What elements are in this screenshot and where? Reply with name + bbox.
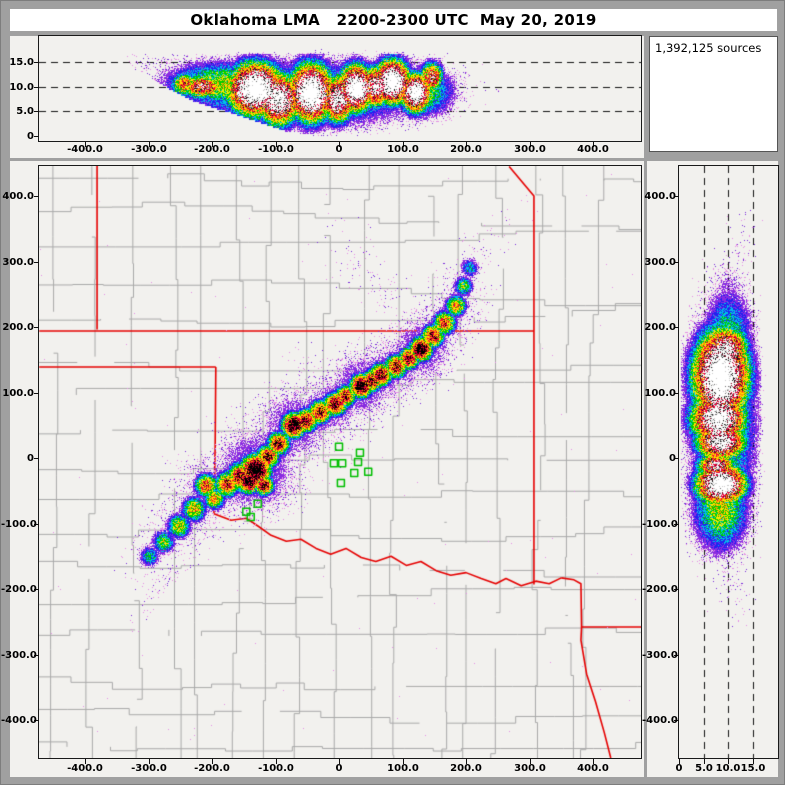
eastwest-tick-label: 100.0 (387, 144, 419, 155)
altitude-tick-label: 0 (675, 763, 683, 774)
axis-tick (753, 759, 754, 764)
sources-count-label: 1,392,125 sources (655, 41, 762, 55)
northsouth-tick-label: -300.0 (1, 650, 37, 661)
eastwest-tick-label: 400.0 (577, 763, 609, 774)
altitude-tick-label: 15.0 (9, 57, 34, 68)
northsouth-tick-label: -400.0 (642, 715, 678, 726)
axis-tick (85, 142, 86, 147)
axis-tick (466, 142, 467, 147)
altitude-tick-label: 5.0 (16, 106, 34, 117)
axis-tick (674, 196, 679, 197)
axis-tick (34, 458, 39, 459)
axis-tick (466, 759, 467, 764)
northsouth-tick-label: 0 (669, 453, 676, 464)
eastwest-tick-label: 0 (335, 144, 343, 155)
axis-tick (212, 142, 213, 147)
axis-tick (34, 111, 39, 112)
axis-tick (34, 262, 39, 263)
axis-tick (679, 759, 680, 764)
axis-tick (149, 759, 150, 764)
eastwest-tick-label: -100.0 (258, 144, 294, 155)
axis-tick (674, 589, 679, 590)
axis-tick (34, 589, 39, 590)
axis-tick (674, 655, 679, 656)
eastwest-tick-label: -300.0 (131, 144, 167, 155)
axis-tick (34, 655, 39, 656)
axis-tick (276, 759, 277, 764)
northsouth-tick-label: 0 (27, 453, 34, 464)
eastwest-tick-label: -100.0 (258, 763, 294, 774)
axis-tick (403, 142, 404, 147)
northsouth-tick-label: 300.0 (644, 257, 676, 268)
eastwest-tick-label: -400.0 (67, 144, 103, 155)
eastwest-tick-label: -300.0 (131, 763, 167, 774)
altitude-tick-label: 15.0 (740, 763, 766, 774)
axis-tick (34, 196, 39, 197)
axis-tick (34, 393, 39, 394)
altitude-tick-label: 5.0 (695, 763, 713, 774)
eastwest-tick-label: 100.0 (387, 763, 419, 774)
axis-tick (728, 759, 729, 764)
northsouth-tick-label: -200.0 (642, 584, 678, 595)
axis-tick (34, 327, 39, 328)
axis-tick (593, 759, 594, 764)
axis-tick (34, 136, 39, 137)
axis-tick (339, 142, 340, 147)
northsouth-tick-label: 200.0 (644, 322, 676, 333)
title-bar: Oklahoma LMA 2200-2300 UTC May 20, 2019 (10, 9, 777, 31)
altitude-tick-label: 10.0 (715, 763, 741, 774)
axis-tick (704, 759, 705, 764)
axis-tick (674, 458, 679, 459)
northsouth-tick-label: 400.0 (644, 191, 676, 202)
eastwest-tick-label: 300.0 (514, 144, 546, 155)
northsouth-tick-label: 100.0 (2, 388, 34, 399)
plot-title: Oklahoma LMA 2200-2300 UTC May 20, 2019 (190, 11, 597, 29)
northsouth-tick-label: -400.0 (1, 715, 37, 726)
northsouth-tick-label: 200.0 (2, 322, 34, 333)
altitude-vs-eastwest-plot (38, 35, 642, 142)
eastwest-tick-label: -200.0 (194, 763, 230, 774)
axis-tick (149, 142, 150, 147)
eastwest-tick-label: -200.0 (194, 144, 230, 155)
eastwest-tick-label: 200.0 (450, 763, 482, 774)
plan-view-map-plot (38, 165, 642, 759)
eastwest-tick-label: 200.0 (450, 144, 482, 155)
axis-tick (674, 720, 679, 721)
axis-tick (530, 759, 531, 764)
axis-tick (339, 759, 340, 764)
axis-tick (34, 524, 39, 525)
altitude-tick-label: 0 (27, 131, 34, 142)
axis-tick (34, 87, 39, 88)
axis-tick (276, 142, 277, 147)
axis-tick (674, 262, 679, 263)
northsouth-tick-label: 100.0 (644, 388, 676, 399)
eastwest-tick-label: -400.0 (67, 763, 103, 774)
axis-tick (403, 759, 404, 764)
axis-tick (593, 142, 594, 147)
eastwest-tick-label: 0 (335, 763, 343, 774)
eastwest-tick-label: 300.0 (514, 763, 546, 774)
altitude-tick-label: 10.0 (9, 82, 34, 93)
northsouth-tick-label: -300.0 (642, 650, 678, 661)
sources-count-box: 1,392,125 sources (649, 36, 778, 152)
axis-tick (34, 720, 39, 721)
northsouth-tick-label: 400.0 (2, 191, 34, 202)
northsouth-tick-label: -100.0 (642, 519, 678, 530)
northsouth-tick-label: -200.0 (1, 584, 37, 595)
axis-tick (674, 393, 679, 394)
axis-tick (34, 62, 39, 63)
axis-tick (530, 142, 531, 147)
eastwest-tick-label: 400.0 (577, 144, 609, 155)
axis-tick (674, 327, 679, 328)
axis-tick (674, 524, 679, 525)
axis-tick (85, 759, 86, 764)
northsouth-tick-label: -100.0 (1, 519, 37, 530)
axis-tick (212, 759, 213, 764)
northsouth-tick-label: 300.0 (2, 257, 34, 268)
altitude-vs-northsouth-plot (678, 165, 779, 759)
